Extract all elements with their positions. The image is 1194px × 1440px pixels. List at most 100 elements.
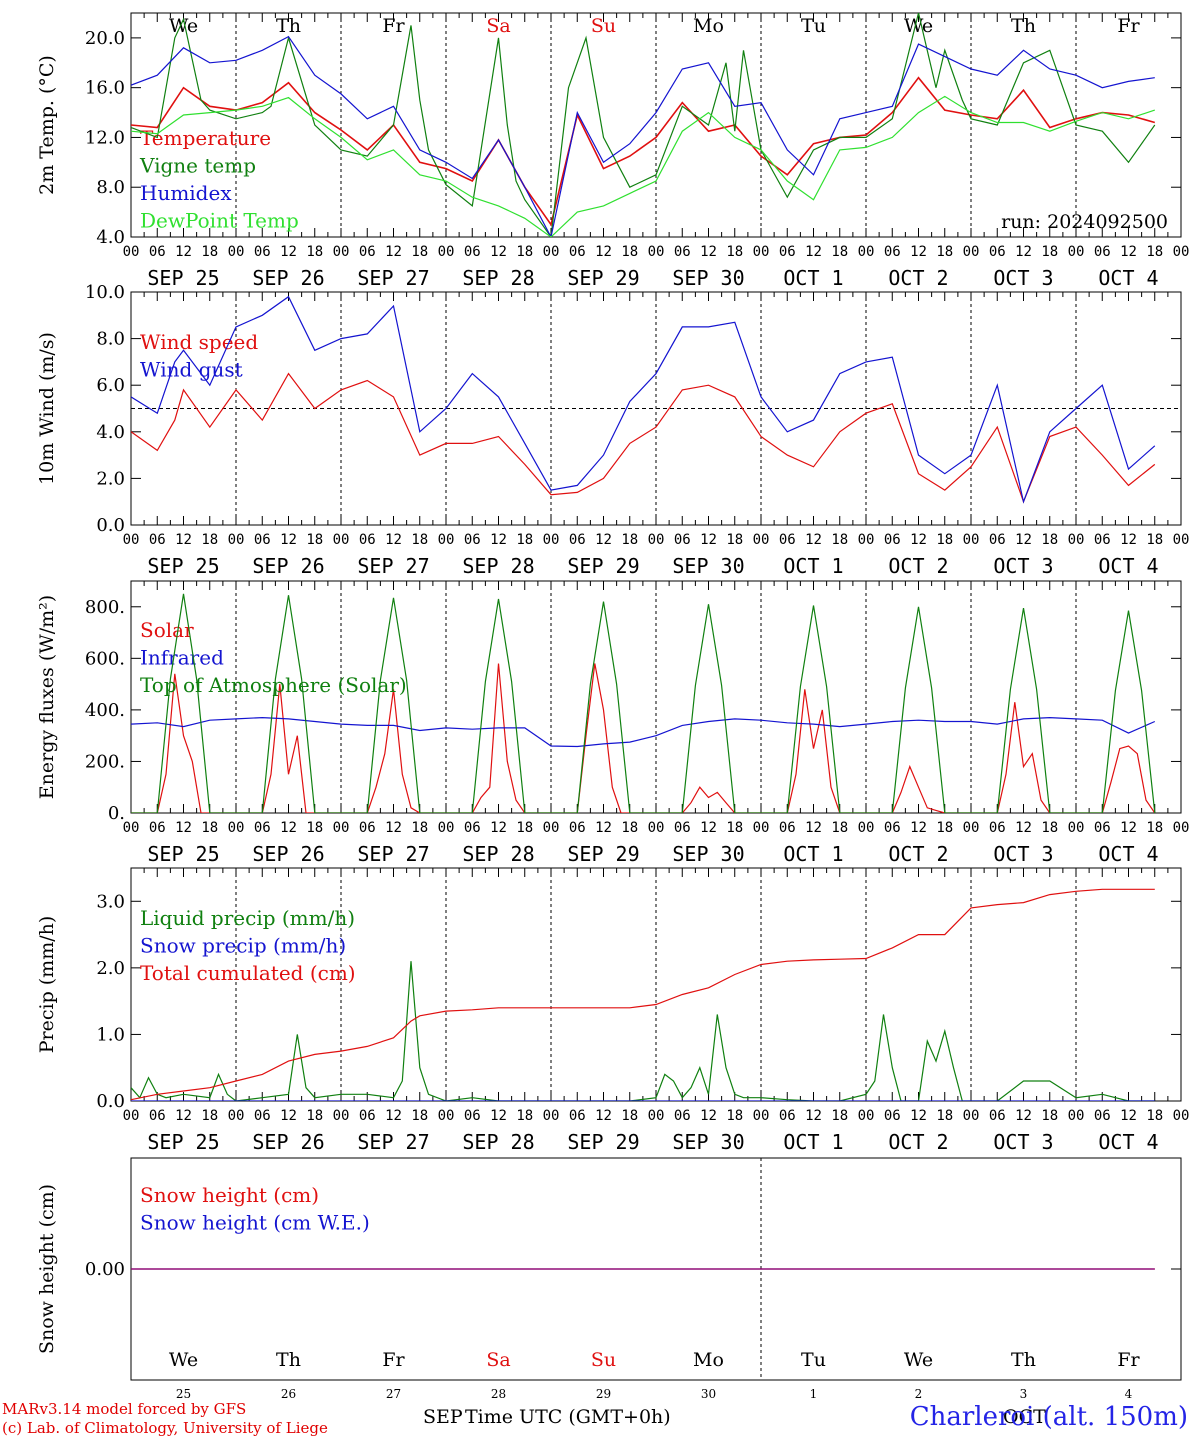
hour-tick-label: 00 bbox=[963, 244, 980, 260]
hour-tick-label: 18 bbox=[306, 244, 323, 260]
series-line-temperature bbox=[131, 76, 1156, 227]
hour-tick-label: 18 bbox=[621, 820, 638, 836]
day-label: OCT 1 bbox=[783, 266, 843, 290]
day-label: SEP 29 bbox=[567, 842, 639, 866]
day-label: SEP 29 bbox=[567, 266, 639, 290]
hour-tick-label: 00 bbox=[753, 1108, 770, 1124]
day-label: SEP 30 bbox=[672, 266, 744, 290]
hour-tick-label: 00 bbox=[543, 820, 560, 836]
hour-tick-label: 06 bbox=[149, 244, 166, 260]
y-tick-label: 200. bbox=[85, 751, 125, 772]
hour-tick-label: 00 bbox=[333, 1108, 350, 1124]
hour-tick-label: 12 bbox=[385, 532, 402, 548]
series-line-humidex bbox=[131, 35, 1155, 237]
hour-tick-label: 12 bbox=[280, 820, 297, 836]
hour-tick-label: 12 bbox=[280, 532, 297, 548]
y-tick-label: 8.0 bbox=[96, 177, 125, 198]
hour-tick-label: 06 bbox=[569, 244, 586, 260]
hour-tick-label: 00 bbox=[543, 1108, 560, 1124]
hour-tick-label: 18 bbox=[306, 1108, 323, 1124]
weekday-label: Th bbox=[1011, 15, 1036, 37]
hour-tick-label: 00 bbox=[438, 820, 455, 836]
legend-entry: DewPoint Temp bbox=[140, 209, 299, 233]
hour-tick-label: 06 bbox=[1094, 244, 1111, 260]
hour-tick-label: 06 bbox=[569, 532, 586, 548]
hour-tick-label: 00 bbox=[963, 820, 980, 836]
day-number-label: 28 bbox=[491, 1387, 506, 1401]
y-tick-label: 0.0 bbox=[96, 515, 125, 536]
day-number-label: 26 bbox=[281, 1387, 296, 1401]
hour-tick-label: 00 bbox=[753, 244, 770, 260]
hour-tick-label: 18 bbox=[726, 820, 743, 836]
hour-tick-label: 12 bbox=[175, 1108, 192, 1124]
day-number-label: 4 bbox=[1125, 1387, 1133, 1401]
weekday-label: Fr bbox=[1117, 15, 1140, 37]
day-label: OCT 4 bbox=[1098, 266, 1158, 290]
day-label: SEP 25 bbox=[147, 554, 219, 578]
model-credit: MARv3.14 model forced by GFS bbox=[2, 1400, 247, 1418]
hour-tick-label: 00 bbox=[123, 532, 140, 548]
hour-tick-label: 06 bbox=[884, 1108, 901, 1124]
day-label: OCT 4 bbox=[1098, 1130, 1158, 1154]
day-label: SEP 30 bbox=[672, 554, 744, 578]
weekday-label: We bbox=[904, 15, 933, 37]
day-label: SEP 25 bbox=[147, 1130, 219, 1154]
hour-tick-label: 18 bbox=[411, 532, 428, 548]
hour-tick-label: 12 bbox=[385, 244, 402, 260]
hour-tick-label: 18 bbox=[201, 244, 218, 260]
hour-tick-label: 18 bbox=[516, 244, 533, 260]
hour-tick-label: 00 bbox=[228, 244, 245, 260]
weekday-label: We bbox=[169, 1349, 198, 1371]
legend-entry: Snow height (cm) bbox=[140, 1183, 319, 1207]
weekday-label: Su bbox=[591, 1349, 616, 1371]
day-number-label: 29 bbox=[596, 1387, 611, 1401]
series-line-infrared bbox=[131, 716, 1156, 748]
panel-frame-0 bbox=[130, 12, 1182, 238]
hour-tick-label: 18 bbox=[621, 1108, 638, 1124]
day-label: SEP 27 bbox=[357, 1130, 429, 1154]
hour-tick-label: 18 bbox=[831, 532, 848, 548]
hour-tick-label: 18 bbox=[726, 244, 743, 260]
month-label-left: SEP bbox=[423, 1406, 463, 1428]
hour-tick-label: 00 bbox=[1068, 244, 1085, 260]
legend-entry: Total cumulated (cm) bbox=[140, 961, 356, 985]
hour-tick-label: 18 bbox=[831, 244, 848, 260]
hour-tick-label: 00 bbox=[1068, 1108, 1085, 1124]
hour-tick-label: 12 bbox=[700, 1108, 717, 1124]
day-number-label: 25 bbox=[176, 1387, 191, 1401]
weekday-label: Su bbox=[591, 15, 616, 37]
legend-entry: Temperature bbox=[140, 126, 271, 150]
day-label: SEP 29 bbox=[567, 554, 639, 578]
weekday-label: Fr bbox=[382, 1349, 405, 1371]
hour-tick-label: 18 bbox=[621, 244, 638, 260]
day-label: SEP 25 bbox=[147, 266, 219, 290]
day-label: SEP 30 bbox=[672, 1130, 744, 1154]
series-line-liquid-precip-mm-h- bbox=[131, 961, 1155, 1101]
hour-tick-label: 18 bbox=[1146, 244, 1163, 260]
day-number-label: 3 bbox=[1020, 1387, 1028, 1401]
y-tick-label: 12.0 bbox=[85, 127, 125, 148]
day-label: OCT 3 bbox=[993, 1130, 1053, 1154]
day-label: SEP 26 bbox=[252, 554, 324, 578]
day-number-label: 1 bbox=[810, 1387, 818, 1401]
hour-tick-label: 18 bbox=[411, 244, 428, 260]
hour-tick-label: 00 bbox=[753, 532, 770, 548]
legend-entry: Wind gust bbox=[140, 358, 243, 382]
hour-tick-label: 12 bbox=[805, 820, 822, 836]
weekday-label: Tu bbox=[801, 1349, 826, 1371]
hour-tick-label: 06 bbox=[779, 1108, 796, 1124]
series-line-dewpoint-temp bbox=[131, 95, 1155, 237]
hour-tick-label: 18 bbox=[1041, 532, 1058, 548]
hour-tick-label: 18 bbox=[1041, 244, 1058, 260]
day-number-label: 2 bbox=[915, 1387, 923, 1401]
y-tick-label: 800. bbox=[85, 597, 125, 618]
hour-tick-label: 06 bbox=[1094, 820, 1111, 836]
day-label: OCT 3 bbox=[993, 554, 1053, 578]
weekday-label: Th bbox=[276, 1349, 301, 1371]
hour-tick-label: 06 bbox=[149, 532, 166, 548]
y-axis-label: 2m Temp. (°C) bbox=[36, 55, 58, 195]
hour-tick-label: 18 bbox=[936, 244, 953, 260]
hour-tick-label: 00 bbox=[438, 532, 455, 548]
hour-tick-label: 18 bbox=[201, 820, 218, 836]
hour-tick-label: 18 bbox=[726, 1108, 743, 1124]
